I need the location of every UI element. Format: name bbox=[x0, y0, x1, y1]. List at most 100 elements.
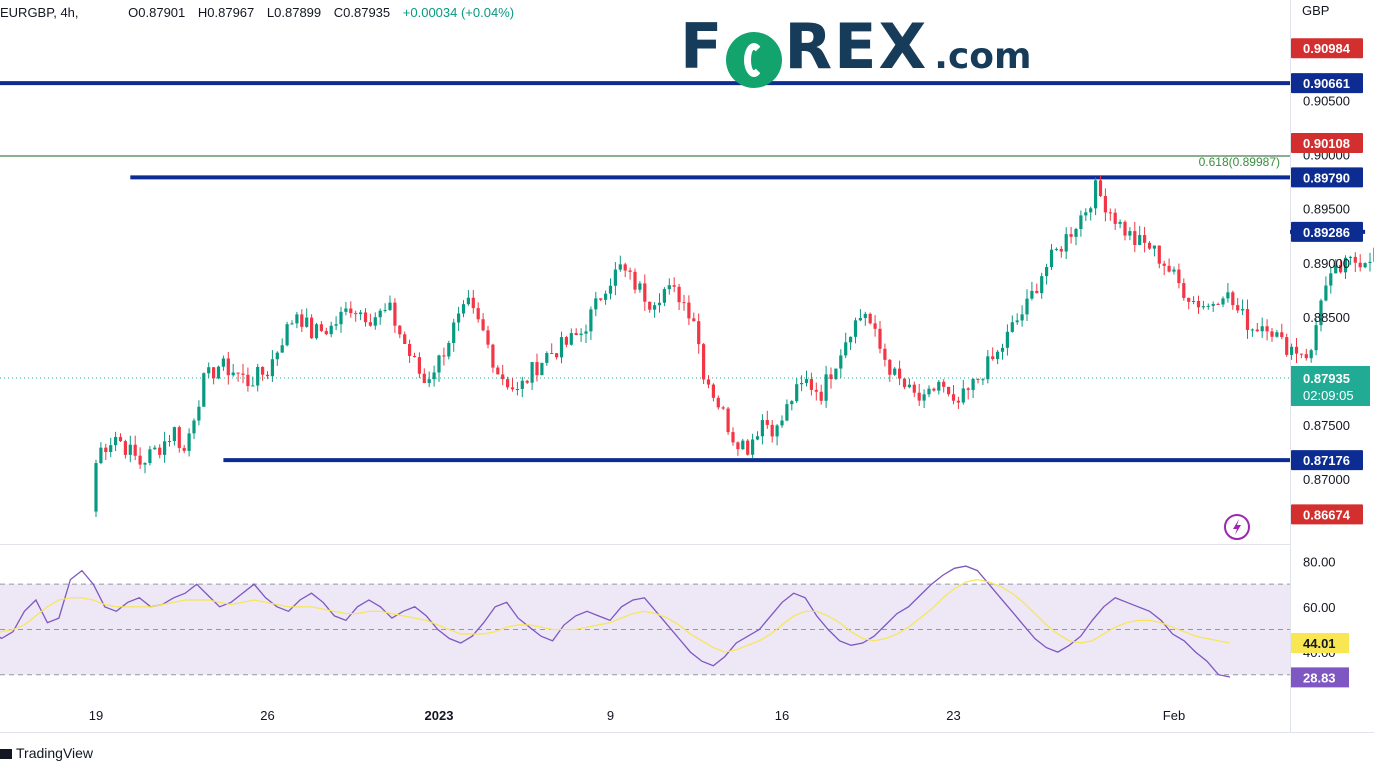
candle-body[interactable] bbox=[1245, 309, 1250, 330]
candle-body[interactable] bbox=[216, 366, 221, 379]
candle-body[interactable] bbox=[653, 305, 657, 310]
candle-body[interactable] bbox=[643, 283, 647, 302]
candle-body[interactable] bbox=[383, 309, 387, 311]
candle-body[interactable] bbox=[819, 391, 823, 401]
candle-body[interactable] bbox=[1172, 269, 1176, 272]
candle-body[interactable] bbox=[697, 321, 701, 345]
candle-body[interactable] bbox=[408, 344, 412, 356]
candle-body[interactable] bbox=[540, 362, 544, 376]
tradingview-branding[interactable]: TradingView bbox=[0, 745, 93, 761]
candle-body[interactable] bbox=[481, 319, 485, 331]
candle-body[interactable] bbox=[657, 302, 662, 306]
candle-body[interactable] bbox=[1162, 263, 1166, 266]
candle-body[interactable] bbox=[138, 455, 142, 465]
candle-body[interactable] bbox=[339, 311, 343, 325]
candle-body[interactable] bbox=[192, 420, 196, 434]
candle-body[interactable] bbox=[907, 384, 911, 388]
candle-body[interactable] bbox=[584, 331, 588, 334]
candle-body[interactable] bbox=[1079, 215, 1083, 229]
candle-body[interactable] bbox=[790, 401, 794, 405]
candle-body[interactable] bbox=[506, 379, 510, 388]
candle-body[interactable] bbox=[1294, 346, 1299, 354]
candle-body[interactable] bbox=[1074, 228, 1078, 237]
candle-body[interactable] bbox=[579, 333, 583, 336]
candle-body[interactable] bbox=[648, 301, 652, 310]
candle-body[interactable] bbox=[873, 323, 877, 329]
candle-body[interactable] bbox=[158, 447, 162, 455]
candle-body[interactable] bbox=[760, 420, 764, 437]
candle-body[interactable] bbox=[246, 374, 250, 387]
candle-body[interactable] bbox=[520, 380, 524, 389]
candle-body[interactable] bbox=[305, 317, 309, 327]
candle-body[interactable] bbox=[1206, 305, 1210, 307]
candle-body[interactable] bbox=[148, 449, 152, 464]
candle-body[interactable] bbox=[251, 385, 255, 387]
candle-body[interactable] bbox=[133, 444, 137, 456]
candle-body[interactable] bbox=[437, 355, 441, 373]
candle-body[interactable] bbox=[417, 357, 421, 374]
candle-body[interactable] bbox=[1187, 297, 1191, 302]
candle-body[interactable] bbox=[457, 313, 461, 323]
candle-body[interactable] bbox=[1138, 235, 1142, 245]
candle-body[interactable] bbox=[608, 285, 613, 294]
candle-body[interactable] bbox=[344, 308, 348, 312]
candle-body[interactable] bbox=[1348, 256, 1352, 258]
candle-body[interactable] bbox=[1319, 300, 1323, 326]
candle-body[interactable] bbox=[329, 325, 333, 335]
candle-body[interactable] bbox=[559, 337, 564, 358]
candle-body[interactable] bbox=[1089, 208, 1093, 213]
candle-body[interactable] bbox=[466, 297, 470, 305]
candle-body[interactable] bbox=[422, 373, 426, 383]
candle-body[interactable] bbox=[270, 359, 274, 377]
candle-body[interactable] bbox=[393, 302, 397, 326]
candle-body[interactable] bbox=[94, 463, 98, 512]
candle-body[interactable] bbox=[858, 318, 862, 321]
candle-body[interactable] bbox=[795, 384, 799, 402]
candle-body[interactable] bbox=[359, 312, 363, 315]
candle-body[interactable] bbox=[118, 436, 123, 442]
candle-body[interactable] bbox=[947, 386, 951, 395]
candle-body[interactable] bbox=[711, 384, 715, 398]
candle-body[interactable] bbox=[1255, 329, 1259, 332]
candle-body[interactable] bbox=[1020, 314, 1024, 321]
candle-body[interactable] bbox=[1363, 263, 1367, 268]
candle-body[interactable] bbox=[167, 441, 172, 443]
symbol-label[interactable]: EURGBP, 4h, bbox=[0, 5, 79, 20]
candle-body[interactable] bbox=[99, 447, 103, 464]
candle-body[interactable] bbox=[1049, 249, 1054, 268]
candle-body[interactable] bbox=[388, 302, 392, 310]
candle-body[interactable] bbox=[510, 387, 515, 390]
candle-body[interactable] bbox=[844, 342, 848, 356]
candle-body[interactable] bbox=[677, 286, 681, 303]
candle-body[interactable] bbox=[265, 374, 270, 377]
candle-body[interactable] bbox=[1035, 290, 1039, 294]
candle-body[interactable] bbox=[1221, 298, 1225, 305]
candle-body[interactable] bbox=[951, 394, 956, 401]
candle-body[interactable] bbox=[966, 388, 970, 390]
candle-body[interactable] bbox=[1064, 234, 1068, 252]
candle-body[interactable] bbox=[942, 381, 946, 387]
candle-body[interactable] bbox=[1030, 290, 1034, 299]
candle-body[interactable] bbox=[236, 372, 240, 374]
candle-body[interactable] bbox=[613, 269, 617, 286]
candle-body[interactable] bbox=[574, 333, 578, 336]
candle-body[interactable] bbox=[1167, 265, 1171, 272]
candle-body[interactable] bbox=[290, 323, 294, 325]
candle-body[interactable] bbox=[961, 388, 965, 403]
candle-body[interactable] bbox=[863, 313, 867, 319]
candle-body[interactable] bbox=[878, 328, 882, 349]
candle-body[interactable] bbox=[1118, 221, 1122, 224]
candle-body[interactable] bbox=[1054, 248, 1058, 250]
candle-body[interactable] bbox=[1201, 306, 1205, 308]
candle-body[interactable] bbox=[476, 308, 480, 320]
candle-body[interactable] bbox=[153, 447, 157, 450]
candle-body[interactable] bbox=[1280, 332, 1284, 338]
candle-body[interactable] bbox=[461, 304, 466, 314]
candle-body[interactable] bbox=[902, 378, 907, 388]
candle-body[interactable] bbox=[746, 440, 750, 455]
candle-body[interactable] bbox=[721, 407, 725, 409]
candle-body[interactable] bbox=[804, 379, 809, 383]
candle-body[interactable] bbox=[785, 404, 789, 421]
candle-body[interactable] bbox=[839, 355, 843, 369]
